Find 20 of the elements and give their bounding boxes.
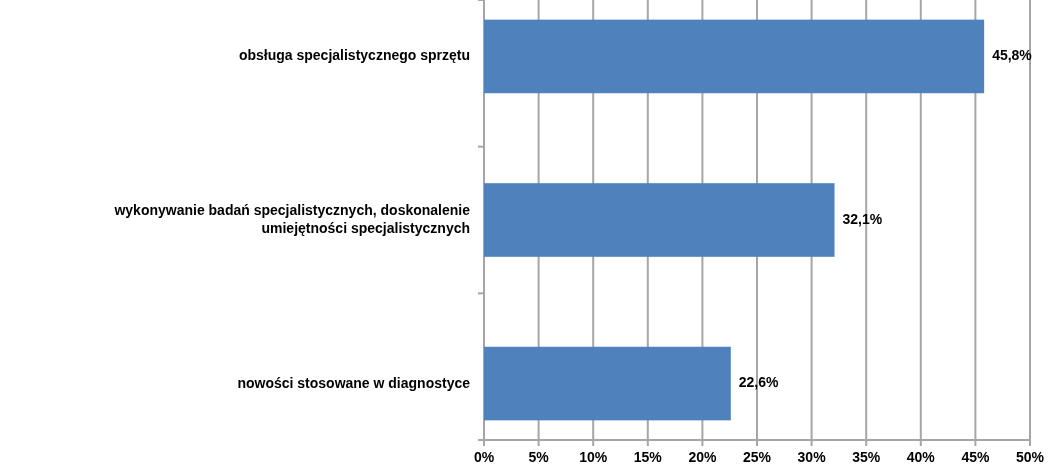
data-label: 32,1% [842, 210, 883, 227]
x-tick-label: 20% [688, 449, 717, 465]
x-tick-label: 5% [528, 449, 550, 465]
x-tick-label: 50% [1015, 449, 1045, 465]
x-tick-label: 45% [961, 449, 990, 465]
bar [484, 346, 731, 421]
x-tick-label: 15% [633, 449, 663, 465]
x-tick-label: 40% [906, 449, 936, 465]
y-tick-label: obsługa specjalistycznego sprzętu [238, 47, 470, 64]
y-tick-label: nowości stosowane w diagnostyce [237, 374, 471, 391]
x-tick-label: 25% [742, 449, 772, 465]
bar [484, 183, 835, 257]
data-label: 22,6% [738, 374, 780, 391]
y-tick-label: wykonywanie badań specjalistycznych, doskonalenie umiejętności specjalistycznych [113, 201, 471, 236]
bar [484, 19, 985, 94]
x-tick-label: 0% [473, 449, 495, 465]
x-tick-label: 35% [852, 449, 881, 465]
x-tick-label: 30% [797, 449, 827, 465]
data-label: 45,8% [992, 47, 1033, 64]
x-tick-label: 10% [579, 449, 608, 465]
